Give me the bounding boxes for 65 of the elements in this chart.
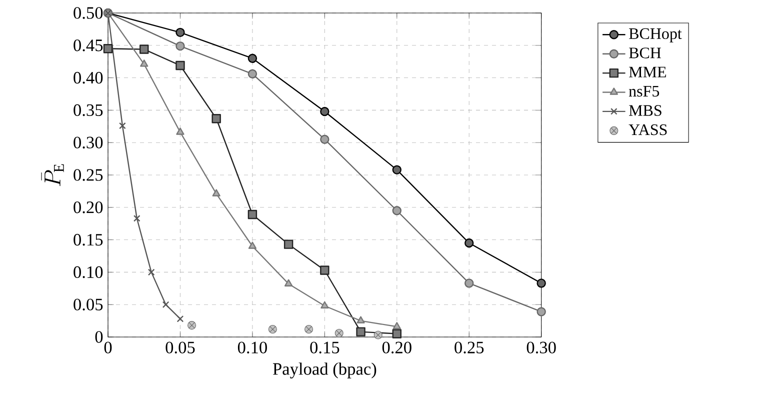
point xyxy=(248,54,258,63)
point xyxy=(148,268,155,276)
point xyxy=(356,327,366,336)
y-tick-label: 0.25 xyxy=(74,169,103,181)
point xyxy=(103,44,113,54)
x-tick-label: 0 xyxy=(104,342,112,354)
point xyxy=(320,266,330,275)
point xyxy=(334,328,344,338)
legend-label: YASS xyxy=(628,124,667,136)
point xyxy=(268,324,277,334)
y-axis-title: $\bar{P}_\mathrm{E}$ xyxy=(41,164,64,186)
point xyxy=(304,324,314,334)
point xyxy=(248,69,258,79)
x-tick-label: 0.25 xyxy=(454,342,484,354)
x-tick-label: 0.20 xyxy=(382,342,412,354)
point xyxy=(176,41,185,51)
x-tick-label: 0.30 xyxy=(526,342,556,354)
y-tick-label: 0.05 xyxy=(74,298,103,310)
point xyxy=(374,330,382,340)
point xyxy=(320,106,330,116)
y-tick-label: 0.15 xyxy=(74,234,103,246)
point xyxy=(392,165,402,174)
point xyxy=(284,240,294,249)
point xyxy=(188,321,196,330)
legend-label: BCH xyxy=(629,48,661,58)
point xyxy=(176,60,185,70)
point xyxy=(140,60,148,67)
y-tick-label: 0.30 xyxy=(74,136,103,148)
y-tick-label: 0 xyxy=(95,331,103,343)
legend-label: MME xyxy=(629,66,666,78)
point xyxy=(356,316,365,324)
point xyxy=(464,238,474,248)
point xyxy=(212,114,221,124)
y-tick-label: 0.35 xyxy=(74,104,103,116)
point xyxy=(392,206,402,216)
point xyxy=(248,242,257,249)
point xyxy=(119,122,126,130)
point xyxy=(176,128,184,135)
point xyxy=(464,278,474,288)
legend-label: MBS xyxy=(629,105,662,116)
y-tick-label: 0.10 xyxy=(74,266,103,278)
y-tick-label: 0.45 xyxy=(74,40,103,52)
y-tick-label: 0.40 xyxy=(74,72,103,84)
point xyxy=(212,189,220,196)
point xyxy=(284,279,293,286)
point xyxy=(176,28,185,38)
x-tick-label: 0.15 xyxy=(310,342,340,354)
point xyxy=(320,134,330,144)
point xyxy=(140,44,149,54)
point xyxy=(162,301,170,308)
point xyxy=(536,307,546,316)
point xyxy=(320,301,329,308)
y-tick-label: 0.50 xyxy=(74,7,103,19)
legend-label: nsF5 xyxy=(628,86,660,97)
point xyxy=(248,210,258,220)
point xyxy=(536,278,546,288)
point xyxy=(176,315,184,322)
point xyxy=(133,214,140,222)
x-tick-label: 0.10 xyxy=(238,342,267,354)
legend-label: BCHopt xyxy=(629,28,682,42)
y-tick-label: 0.20 xyxy=(74,202,103,214)
x-tick-label: 0.05 xyxy=(166,342,195,354)
point xyxy=(392,322,401,330)
point xyxy=(392,329,402,338)
x-axis-title: Payload (bpac) xyxy=(272,362,376,378)
